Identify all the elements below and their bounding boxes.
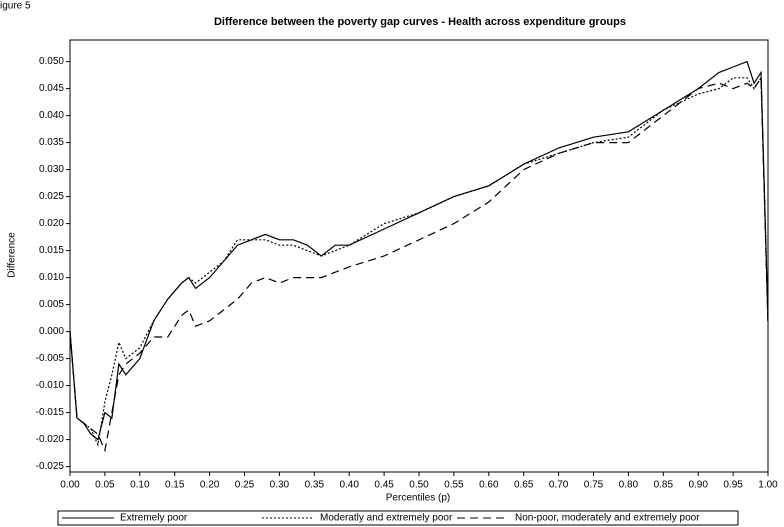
legend-box <box>57 510 739 526</box>
y-tick-label: 0.005 <box>39 299 64 310</box>
x-tick-label: 0.45 <box>374 480 394 491</box>
y-tick-label: 0.040 <box>39 110 64 121</box>
y-tick-label: -0.015 <box>36 407 65 418</box>
y-tick-label: -0.025 <box>36 461 65 472</box>
x-tick-label: 0.35 <box>305 480 325 491</box>
legend-label: Moderatly and extremely poor <box>320 513 453 524</box>
x-tick-label: 0.30 <box>270 480 290 491</box>
y-tick-label: 0.010 <box>39 272 64 283</box>
x-tick-label: 0.95 <box>723 480 743 491</box>
x-tick-label: 0.40 <box>339 480 359 491</box>
legend-label: Extremely poor <box>120 513 188 524</box>
x-tick-label: 0.25 <box>235 480 255 491</box>
y-tick-label: -0.020 <box>36 434 65 445</box>
y-tick-label: 0.015 <box>39 245 64 256</box>
x-tick-label: 0.80 <box>619 480 639 491</box>
series-line <box>69 75 769 448</box>
chart-title: Difference between the poverty gap curve… <box>214 16 626 28</box>
y-tick-label: -0.010 <box>36 380 65 391</box>
x-tick-label: 0.15 <box>165 480 185 491</box>
x-tick-label: 0.75 <box>584 480 604 491</box>
x-tick-label: 0.70 <box>549 480 569 491</box>
y-tick-label: -0.005 <box>36 353 65 364</box>
x-tick-label: 0.90 <box>688 480 708 491</box>
x-tick-label: 0.10 <box>130 480 150 491</box>
x-tick-label: 0.00 <box>60 480 80 491</box>
x-tick-label: 1.00 <box>758 480 778 491</box>
x-tick-label: 0.60 <box>479 480 499 491</box>
y-tick-label: 0.035 <box>39 137 64 148</box>
plot-frame <box>69 39 769 473</box>
y-tick-label: 0.000 <box>39 326 64 337</box>
x-tick-label: 0.55 <box>444 480 464 491</box>
series-line <box>69 60 769 441</box>
x-tick-label: 0.65 <box>514 480 534 491</box>
x-tick-label: 0.20 <box>200 480 220 491</box>
x-tick-label: 0.85 <box>654 480 674 491</box>
y-axis-label: Difference <box>7 232 18 278</box>
legend-label: Non-poor, moderately and extremely poor <box>515 513 700 524</box>
y-tick-label: 0.025 <box>39 191 64 202</box>
x-axis-label: Percentiles (p) <box>386 493 450 504</box>
x-tick-label: 0.05 <box>95 480 115 491</box>
figure-label: igure 5 <box>0 1 31 12</box>
y-tick-label: 0.020 <box>39 218 64 229</box>
y-tick-label: 0.030 <box>39 164 64 175</box>
series-line <box>69 75 769 453</box>
y-tick-label: 0.045 <box>39 83 64 94</box>
y-tick-label: 0.050 <box>39 56 64 67</box>
x-tick-label: 0.50 <box>409 480 429 491</box>
